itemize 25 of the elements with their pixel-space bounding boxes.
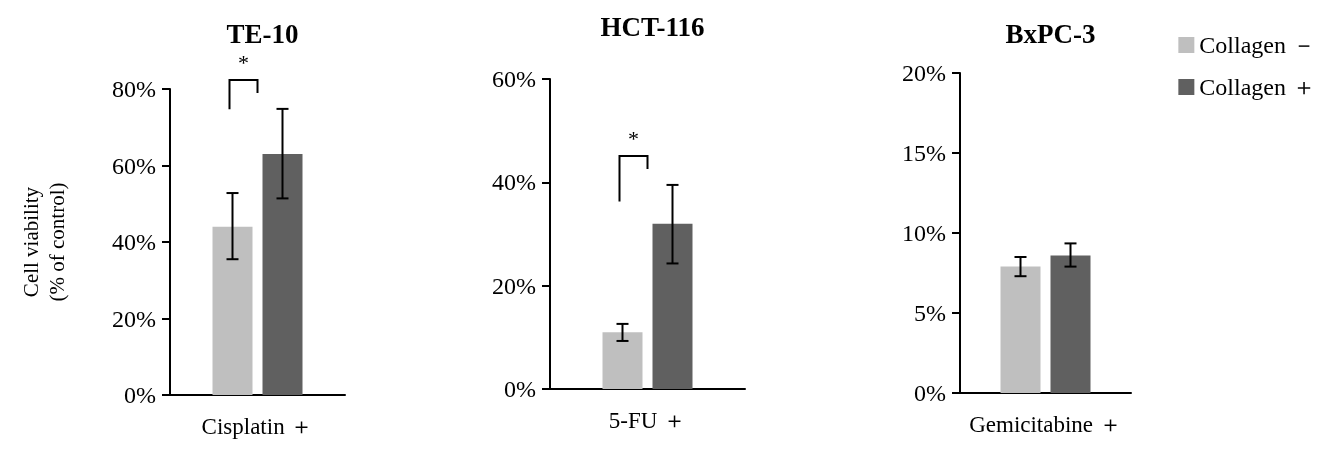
y-tick-label: 20% [492,272,536,299]
y-tick-label: 20% [902,60,946,86]
chart-title: TE-10 [226,18,299,49]
y-tick-label: 20% [112,305,156,332]
y-tick-label: 60% [112,152,156,179]
y-tick-label: 5% [914,300,946,326]
y-axis-title: Cell viability (% of control) [19,182,69,302]
text: * [238,50,249,76]
y-tick-label: 60% [492,66,536,92]
y-tick-label: 80% [112,76,156,102]
x-tick-label: 5-FU ＋ [608,408,687,433]
annotation: * [628,126,639,152]
y-tick-label: 10% [902,220,946,246]
y-tick-label: 40% [492,169,536,196]
legend-label: Collagen － [1199,32,1317,58]
y-tick-label: 0% [504,376,536,402]
y-tick-label: 0% [124,382,156,408]
chart-title: BxPC-3 [1005,18,1096,49]
y-tick-label: 15% [902,140,946,166]
legend-label: Collagen ＋ [1199,74,1317,100]
x-tick-label: Cisplatin ＋ [201,414,314,439]
chart-title: HCT-116 [600,11,705,42]
y-tick-label: 40% [112,229,156,255]
y-tick-label: 0% [914,380,946,406]
x-tick-label: Gemicitabine ＋ [969,412,1122,437]
